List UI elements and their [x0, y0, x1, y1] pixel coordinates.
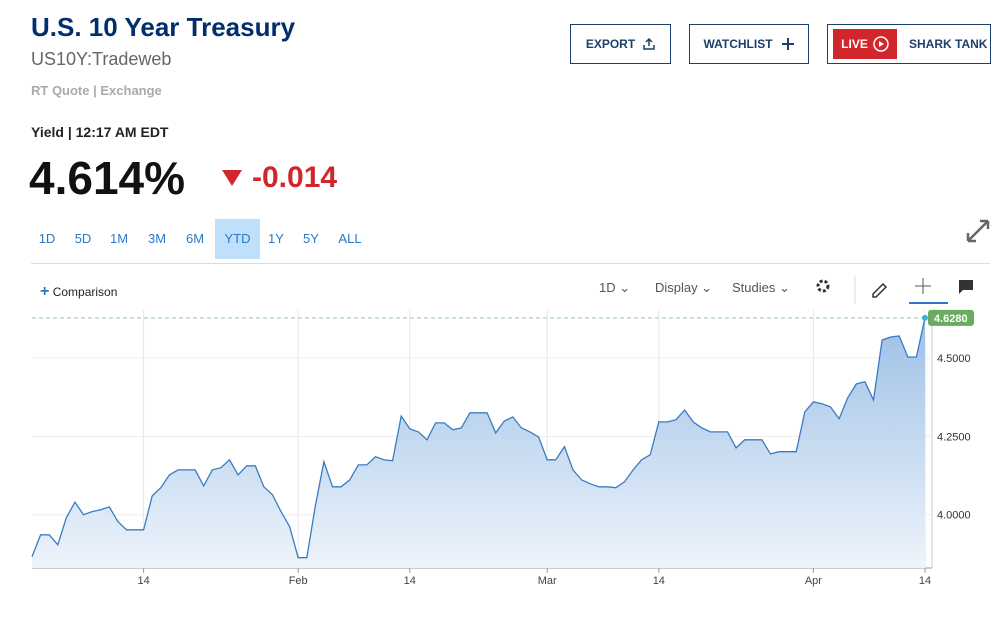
range-tab[interactable]: 6M: [185, 231, 205, 246]
yield-label: Yield: [31, 124, 64, 140]
range-tab[interactable]: 1Y: [268, 231, 284, 246]
x-tick-label: 14: [919, 575, 931, 587]
x-tick-label: 14: [404, 575, 416, 587]
label: EXPORT: [585, 37, 636, 51]
last-value-badge: [928, 309, 974, 326]
icon: [873, 36, 889, 52]
label: Display: [655, 280, 698, 295]
line: [31, 317, 926, 559]
comparison-button[interactable]: + Comparison: [40, 283, 118, 300]
last-value-label: 4.6280: [934, 313, 968, 325]
last-point: [922, 314, 928, 321]
y-tick-label: 4.5000: [937, 353, 971, 365]
range-tab[interactable]: 5D: [74, 231, 92, 246]
label: Studies: [732, 280, 776, 295]
down-arrow: [222, 170, 242, 186]
interval-menu[interactable]: 1D ⌄: [599, 280, 631, 295]
comment-icon[interactable]: [959, 280, 973, 294]
time: 12:17 AM EDT: [75, 124, 169, 140]
range-tab[interactable]: ALL: [338, 231, 362, 246]
watchlist-button[interactable]: WATCHLIST: [689, 24, 809, 64]
x-tick-label: 14: [138, 575, 150, 587]
range-tab[interactable]: YTD: [215, 219, 260, 259]
x-tick-label: Mar: [538, 575, 557, 587]
label: 1D: [599, 280, 616, 295]
studies-menu[interactable]: Studies ⌄: [732, 280, 790, 295]
area: [32, 317, 925, 568]
settings-icon[interactable]: [816, 279, 830, 293]
icon: [781, 38, 794, 50]
yield-time: Yield | 12:17 AM EDT: [31, 124, 169, 140]
live: LIVE: [841, 37, 868, 51]
x-tick-label: Apr: [805, 575, 822, 587]
symbol: US10Y:Tradeweb: [31, 49, 172, 69]
range-tab[interactable]: 1M: [109, 231, 129, 246]
export-button[interactable]: EXPORT: [570, 24, 671, 64]
price: 4.614%: [29, 152, 186, 204]
label: WATCHLIST: [703, 37, 773, 51]
change: -0.014: [252, 161, 338, 194]
y-tick-label: 4.0000: [937, 510, 971, 522]
y-tick-label: 4.2500: [937, 431, 971, 443]
quote-type: RT Quote: [31, 83, 90, 98]
live-button[interactable]: LIVE SHARK TANK: [827, 24, 991, 64]
chart: 4.0000 4.2500 4.5000 14 Feb 14 Mar 14 Apr 14 4.628…: [31, 309, 974, 587]
shark-tank: SHARK TANK: [909, 37, 988, 51]
tool-icons: [816, 276, 973, 304]
draw-icon[interactable]: [872, 282, 888, 298]
title: U.S. 10 Year Treasury: [31, 12, 296, 42]
live-badge: LIVE: [833, 29, 897, 59]
range-tab[interactable]: 3M: [147, 231, 167, 246]
x-tick-label: 14: [653, 575, 665, 587]
exchange: Exchange: [100, 83, 162, 98]
divider: [31, 263, 990, 264]
display-menu[interactable]: Display ⌄: [655, 280, 713, 295]
range-tab[interactable]: 1D: [38, 231, 56, 246]
range-tab[interactable]: 5Y: [303, 231, 319, 246]
expand-icon[interactable]: [965, 218, 991, 244]
quote-source: RT Quote | Exchange: [31, 83, 162, 98]
x-tick-label: Feb: [289, 575, 308, 587]
crosshair-icon[interactable]: [915, 278, 931, 294]
label: Comparison: [52, 285, 118, 299]
icon: [643, 38, 655, 50]
